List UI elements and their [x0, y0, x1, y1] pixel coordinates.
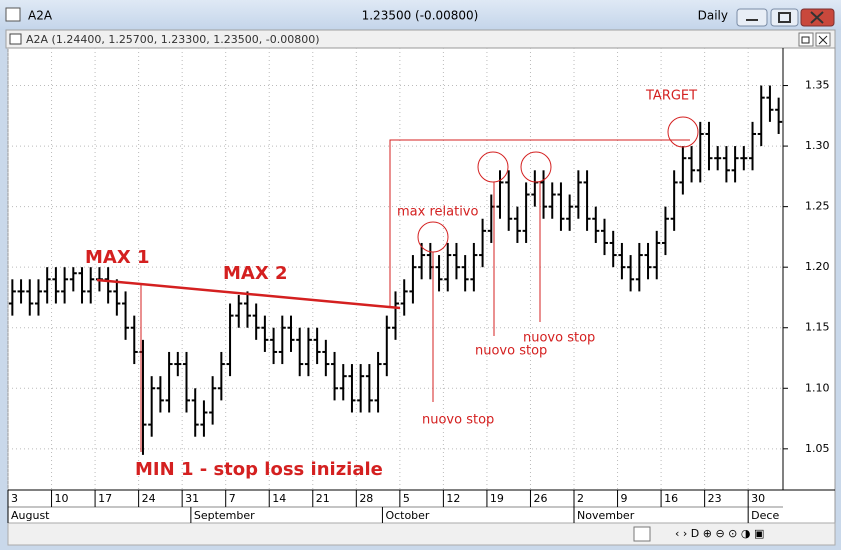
window-title: A2A: [28, 9, 53, 23]
x-tick-label: 10: [55, 492, 69, 505]
x-tick-label: 14: [272, 492, 286, 505]
x-tick-label: 19: [490, 492, 504, 505]
quote: 1.23500 (-0.00800): [362, 9, 479, 23]
minimize-button[interactable]: [736, 8, 768, 27]
x-tick-label: 31: [185, 492, 199, 505]
circle: [667, 116, 699, 148]
plot-background: [7, 47, 836, 524]
x-tick-label: 17: [98, 492, 112, 505]
month-label: August: [11, 509, 50, 522]
annotation: nuovo stop: [422, 413, 494, 428]
toolbar: [7, 522, 836, 546]
circle: [520, 151, 552, 183]
window-icons: [746, 11, 824, 24]
annotation: TARGET: [645, 89, 697, 104]
y-tick-label: 1.15: [805, 321, 830, 334]
month-label: November: [577, 509, 635, 522]
period: Daily: [698, 9, 728, 23]
x-tick-label: 26: [533, 492, 547, 505]
header-icon: [9, 33, 22, 45]
x-tick-label: 30: [751, 492, 765, 505]
month-label: October: [385, 509, 429, 522]
header-icons: [801, 35, 828, 45]
toolbar-icons: ‹ › D ⊕ ⊖ ⊙ ◑ ▣: [675, 527, 764, 540]
x-tick-label: 9: [621, 492, 628, 505]
y-tick-label: 1.35: [805, 79, 830, 92]
y-tick-label: 1.25: [805, 200, 830, 213]
annotations: [96, 116, 699, 452]
trend-line: [96, 278, 401, 310]
y-tick-label: 1.10: [805, 381, 830, 394]
annotation: MIN 1 - stop loss iniziale: [135, 459, 383, 480]
x-tick-label: 12: [446, 492, 460, 505]
title-bar: [0, 0, 841, 30]
target-line: [389, 139, 690, 308]
x-tick-label: 5: [403, 492, 410, 505]
month-label: Dece: [751, 509, 779, 522]
y-tick-label: 1.30: [805, 139, 830, 152]
header-text: A2A (1.24400, 1.25700, 1.23300, 1.23500,…: [26, 33, 320, 46]
x-tick-label: 21: [316, 492, 330, 505]
x-tick-label: 23: [708, 492, 722, 505]
x-tick-label: 24: [142, 492, 156, 505]
x-tick-label: 2: [577, 492, 584, 505]
maximize-button[interactable]: [770, 8, 799, 27]
y-tick-label: 1.05: [805, 442, 830, 455]
x-tick-label: 28: [359, 492, 373, 505]
x-tick-label: 16: [664, 492, 678, 505]
month-label: September: [194, 509, 255, 522]
annotation: nuovo stop: [475, 344, 547, 359]
scroll-button[interactable]: [633, 526, 651, 542]
annotation: MAX 2: [223, 263, 288, 284]
circle: [477, 151, 509, 183]
x-tick-label: 3: [11, 492, 18, 505]
annotation: MAX 1: [85, 247, 150, 268]
restore-button[interactable]: [798, 32, 814, 47]
app-icon: [5, 7, 21, 22]
annotation: max relativo: [397, 205, 478, 220]
x-tick-label: 7: [229, 492, 236, 505]
annotation: nuovo stop: [523, 331, 595, 346]
y-tick-label: 1.20: [805, 260, 830, 273]
